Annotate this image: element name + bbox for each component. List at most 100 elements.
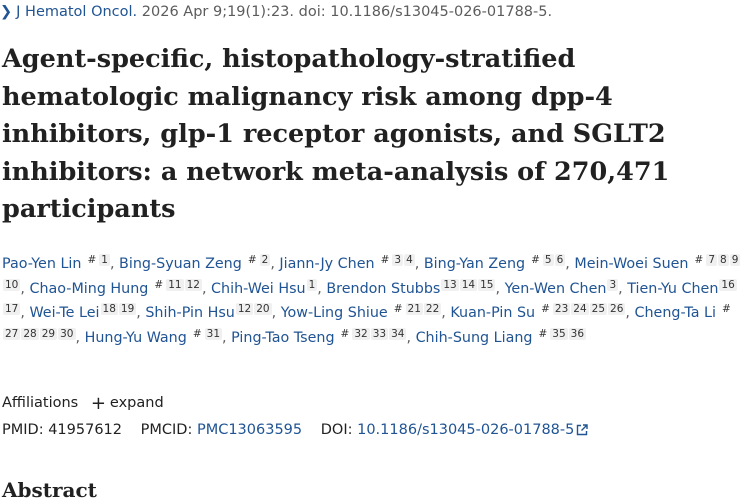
affiliation-number[interactable]: 2 <box>259 254 271 266</box>
affiliation-number[interactable]: 5 <box>542 254 554 266</box>
author-link[interactable]: Chih-Wei Hsu <box>211 280 306 297</box>
author-link[interactable]: Kuan-Pin Su <box>450 305 536 322</box>
author-item: Bing-Yan Zeng #5 6 <box>423 254 566 272</box>
author-link[interactable]: Cheng-Ta Li <box>634 305 716 322</box>
author-item: Jiann-Jy Chen #3 4 <box>279 254 415 272</box>
author-link[interactable]: Bing-Syuan Zeng <box>119 256 242 272</box>
affiliation-number[interactable]: 31 <box>204 327 223 340</box>
affiliation-number[interactable]: 18 <box>100 303 118 316</box>
affiliation-number[interactable]: 26 <box>608 303 626 316</box>
author-item: Chao-Ming Hung #11 12 <box>29 278 202 297</box>
author-link[interactable]: Pao-Yen Lin <box>2 256 82 272</box>
expand-button[interactable]: + expand <box>90 393 164 414</box>
affiliation-number[interactable]: 19 <box>118 303 137 316</box>
affiliation-number[interactable]: 3 <box>607 278 619 291</box>
equal-contribution-mark: # <box>380 254 390 266</box>
author-link[interactable]: Jiann-Jy Chen <box>279 256 375 272</box>
citation-line: ❯ J Hematol Oncol. 2026 Apr 9;19(1):23. d… <box>0 4 552 24</box>
equal-contribution-mark: # <box>538 327 548 340</box>
equal-contribution-mark: # <box>340 327 350 340</box>
author-item: Pao-Yen Lin #1 <box>2 254 110 272</box>
equal-contribution-mark: # <box>247 254 257 266</box>
affiliation-number[interactable]: 17 <box>3 303 21 316</box>
author-link[interactable]: Tien-Yu Chen <box>627 280 719 297</box>
author-link[interactable]: Brendon Stubbs <box>326 280 441 297</box>
author-item: Chih-Sung Liang #35 36 <box>415 327 587 346</box>
pmcid-label: PMCID: <box>140 422 193 438</box>
affiliation-number[interactable]: 24 <box>571 303 589 316</box>
author-link[interactable]: Shih-Pin Hsu <box>145 305 235 322</box>
affiliation-number[interactable]: 1 <box>306 278 318 291</box>
abstract-heading: Abstract <box>2 478 97 502</box>
author-item: Bing-Syuan Zeng #2 <box>119 254 271 272</box>
author-item: Chih-Wei Hsu 1 <box>211 278 318 297</box>
equal-contribution-mark: # <box>531 254 540 266</box>
author-link[interactable]: Chao-Ming Hung <box>29 280 149 297</box>
author-list: Pao-Yen Lin #1, Bing-Syuan Zeng #2, Jiann-… <box>2 254 741 346</box>
pmcid-link[interactable]: PMC13063595 <box>196 422 303 438</box>
author-item: Wei-Te Lei 18 19 <box>29 303 137 322</box>
author-item: Tien-Yu Chen 16 17 <box>2 278 737 322</box>
chevron-right-icon[interactable]: ❯ <box>0 4 13 20</box>
affiliation-number[interactable]: 30 <box>58 327 76 340</box>
author-link[interactable]: Wei-Te Lei <box>29 305 100 322</box>
equal-contribution-mark: # <box>87 254 97 266</box>
affiliation-number[interactable]: 33 <box>370 327 389 340</box>
affiliation-number[interactable]: 25 <box>589 303 608 316</box>
equal-contribution-mark: # <box>721 303 731 316</box>
author-link[interactable]: Yow-Ling Shiue <box>280 305 388 322</box>
author-link[interactable]: Mein-Woei Suen <box>574 256 689 272</box>
affiliation-number[interactable]: 15 <box>478 278 496 291</box>
author-link[interactable]: Bing-Yan Zeng <box>423 256 526 272</box>
affiliation-number[interactable]: 3 <box>392 254 404 266</box>
affiliation-number[interactable]: 36 <box>568 327 587 340</box>
affiliation-number[interactable]: 35 <box>550 327 568 340</box>
affiliation-number[interactable]: 8 <box>718 254 729 266</box>
author-link[interactable]: Hung-Yu Wang <box>84 329 187 346</box>
equal-contribution-mark: # <box>393 303 403 316</box>
author-item: Yow-Ling Shiue #21 22 <box>280 303 442 322</box>
affiliation-number[interactable]: 34 <box>389 327 407 340</box>
author-link[interactable]: Yen-Wen Chen <box>504 280 607 297</box>
author-item: Kuan-Pin Su #23 24 25 26 <box>450 303 626 322</box>
author-item: Shih-Pin Hsu 12 20 <box>145 303 272 322</box>
affiliation-number[interactable]: 10 <box>3 278 21 291</box>
affiliation-number[interactable]: 1 <box>99 254 110 266</box>
equal-contribution-mark: # <box>192 327 202 340</box>
affiliation-number[interactable]: 6 <box>554 254 566 266</box>
author-item: Mein-Woei Suen #7 8 9 10 <box>2 254 741 297</box>
equal-contribution-mark: # <box>541 303 550 316</box>
citation-details: 2026 Apr 9;19(1):23. doi: 10.1186/s13045… <box>141 4 553 20</box>
author-link[interactable]: Chih-Sung Liang <box>415 329 533 346</box>
affiliation-number[interactable]: 13 <box>441 278 459 291</box>
journal-link[interactable]: J Hematol Oncol. <box>16 4 138 20</box>
affiliation-number[interactable]: 14 <box>459 278 478 291</box>
pmid-value: 41957612 <box>48 422 123 438</box>
affiliations-label: Affiliations <box>2 395 79 411</box>
plus-icon: + <box>90 393 106 414</box>
affiliation-number[interactable]: 23 <box>552 303 571 316</box>
author-link[interactable]: Ping-Tao Tseng <box>231 329 335 346</box>
affiliation-number[interactable]: 9 <box>729 254 741 266</box>
identifiers-row: PMID: 41957612 PMCID: PMC13063595 DOI: 1… <box>2 422 589 438</box>
affiliation-number[interactable]: 28 <box>21 327 39 340</box>
author-item: Yen-Wen Chen 3 <box>504 278 619 297</box>
affiliation-number[interactable]: 29 <box>39 327 58 340</box>
affiliation-number[interactable]: 32 <box>352 327 370 340</box>
affiliation-number[interactable]: 22 <box>423 303 442 316</box>
affiliation-number[interactable]: 21 <box>405 303 423 316</box>
doi-value: 10.1186/s13045-026-01788-5 <box>357 422 575 438</box>
affiliation-number[interactable]: 12 <box>184 278 202 291</box>
affiliation-number[interactable]: 16 <box>719 278 737 291</box>
author-item: Cheng-Ta Li #27 28 29 30 <box>2 303 733 346</box>
affiliation-number[interactable]: 20 <box>254 303 272 316</box>
affiliation-number[interactable]: 27 <box>3 327 21 340</box>
external-link-icon <box>577 424 589 436</box>
author-item: Hung-Yu Wang #31 <box>84 327 223 346</box>
affiliation-number[interactable]: 4 <box>404 254 415 266</box>
affiliation-number[interactable]: 11 <box>166 278 184 291</box>
doi-link[interactable]: 10.1186/s13045-026-01788-5 <box>357 422 589 438</box>
affiliation-number[interactable]: 12 <box>235 303 254 316</box>
pmid-label: PMID: <box>2 422 44 438</box>
affiliation-number[interactable]: 7 <box>706 254 717 266</box>
